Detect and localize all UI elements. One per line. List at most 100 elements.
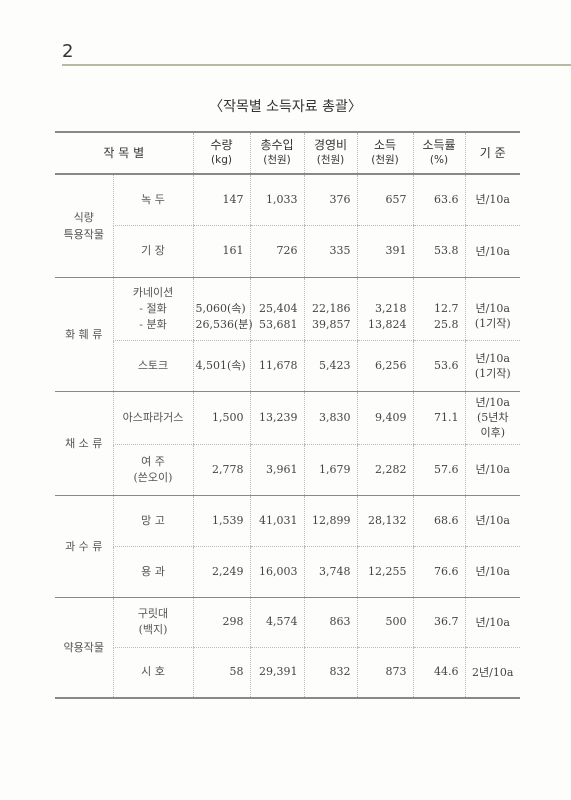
table-row: 약용작물 구릿대 (백지) 298 4,574 863 500 36.7 년/10a <box>55 597 520 699</box>
basis-value: 이후) <box>480 426 506 439</box>
income-cell: 873 <box>356 647 413 699</box>
revenue-value: 726 <box>276 244 298 257</box>
crop-name-cell: 용 과 <box>112 546 193 598</box>
basis-cell: 년/10a (1기작) <box>464 277 520 341</box>
cost-value: 1,679 <box>319 462 351 476</box>
income-rate-value: 53.8 <box>434 244 459 257</box>
basis-cell: 2년/10a <box>464 647 520 699</box>
revenue-value: 4,574 <box>266 615 298 628</box>
revenue-cell: 11,678 <box>249 340 304 392</box>
basis-cell: 년/10a <box>464 444 520 496</box>
cost-cell: 3,748 <box>303 546 357 598</box>
basis-value: (5년차 <box>476 411 509 424</box>
crop-name: - 분화 <box>139 317 167 331</box>
income-rate-cell: 76.6 <box>412 546 465 598</box>
income-cell: 500 <box>356 597 413 648</box>
category-cell: 화 훼 류 <box>55 277 113 392</box>
cost-value: 3,830 <box>319 410 351 424</box>
cost-cell: 12,899 <box>303 495 357 547</box>
income-value: 3,218 <box>375 301 407 315</box>
revenue-value: 3,961 <box>266 462 298 476</box>
crop-name: 망 고 <box>141 513 165 527</box>
table-title: 〈작목별 소득자료 총괄〉 <box>209 99 362 115</box>
basis-value <box>468 286 519 301</box>
cost-value: 5,423 <box>319 358 351 372</box>
revenue-value <box>253 285 298 301</box>
category-label: 식량 <box>73 210 94 224</box>
income-value: 12,255 <box>368 564 407 578</box>
quantity-value: 2,249 <box>212 564 244 578</box>
category-cell: 약용작물 <box>55 597 113 699</box>
crop-name-cell: 기 장 <box>112 225 193 278</box>
category-label: 과 수 류 <box>65 539 103 553</box>
income-rate-value: 25.8 <box>434 317 459 331</box>
crop-name: 용 과 <box>141 564 165 578</box>
cost-value: 22,186 <box>312 301 351 315</box>
crop-name: 스토크 <box>137 358 169 372</box>
table-row: 여 주 (쓴오이) 2,778 3,961 1,679 2,282 57.6 년/10a <box>55 444 520 496</box>
quantity-cell: 147 <box>192 174 250 226</box>
cost-cell: 863 <box>303 597 357 648</box>
income-rate-value: 63.6 <box>434 192 459 206</box>
table-row: 채 소 류 아스파라거스 1,500 13,239 3,830 9,409 71.1 년/10… <box>55 391 520 496</box>
revenue-value: 29,391 <box>259 665 298 679</box>
basis-value: 2년/10a <box>472 665 514 679</box>
cost-cell: 1,679 <box>303 444 357 496</box>
cost-value: 39,857 <box>312 317 351 331</box>
revenue-value: 16,003 <box>259 564 298 578</box>
crop-name: 아스파라거스 <box>122 410 184 424</box>
basis-cell: 년/10a (5년차 이후) <box>464 391 520 445</box>
income-value: 2,282 <box>375 462 407 476</box>
table-row: 화 훼 류 카네이션 - 절화 - 분화 5,060(속) 26,536(분) 25,4… <box>55 277 520 392</box>
quantity-value: 58 <box>229 665 244 679</box>
crop-name: 여 주 <box>141 454 165 468</box>
quantity-value: 5,060(속) <box>195 301 246 315</box>
basis-value: 년/10a <box>475 463 510 476</box>
income-rate-value: 76.6 <box>434 564 459 578</box>
basis-value: 년/10a <box>475 514 510 527</box>
income-cell: 6,256 <box>356 340 413 392</box>
cost-value: 376 <box>329 192 351 206</box>
cost-value: 832 <box>329 665 351 679</box>
quantity-cell: 4,501(속) <box>192 340 250 392</box>
revenue-cell: 1,033 <box>249 174 304 226</box>
cost-cell: 832 <box>303 647 357 699</box>
quantity-value <box>196 285 244 301</box>
income-rate-value: 12.7 <box>434 301 459 315</box>
header-quantity: 수량 (kg) <box>192 131 250 175</box>
revenue-cell: 16,003 <box>249 546 304 598</box>
header-income-rate: 소득률 (%) <box>412 131 465 175</box>
header-basis: 기 준 <box>464 131 520 175</box>
income-rate-cell: 53.8 <box>412 225 465 278</box>
income-value: 6,256 <box>375 358 407 372</box>
income-cell: 12,255 <box>356 546 413 598</box>
category-cell: 채 소 류 <box>55 391 113 496</box>
crop-name: 카네이션 <box>132 285 174 299</box>
quantity-cell: 5,060(속) 26,536(분) <box>192 277 253 341</box>
quantity-value: 1,500 <box>212 410 244 424</box>
cost-cell: 376 <box>303 174 357 226</box>
quantity-value: 1,539 <box>212 513 244 527</box>
basis-value: 년/10a <box>475 302 510 315</box>
revenue-value: 53,681 <box>259 317 298 331</box>
quantity-cell: 2,249 <box>192 546 250 598</box>
income-rate-value: 44.6 <box>434 665 459 679</box>
income-rate-value: 71.1 <box>434 410 459 424</box>
revenue-value: 25,404 <box>259 301 298 315</box>
income-rate-cell: 36.7 <box>412 597 465 648</box>
table-row: 과 수 류 망 고 1,539 41,031 12,899 28,132 68.6 년/10a <box>55 495 520 598</box>
income-rate-value <box>416 285 459 301</box>
income-rate-cell: 68.6 <box>412 495 465 547</box>
income-rate-cell: 57.6 <box>412 444 465 496</box>
category-label: 특용작물 <box>63 227 104 241</box>
revenue-cell: 3,961 <box>249 444 304 496</box>
income-value: 9,409 <box>375 410 407 424</box>
quantity-value: 26,536(분) <box>195 317 253 331</box>
crop-name: (쓴오이) <box>133 470 173 484</box>
income-cell: 657 <box>356 174 413 226</box>
cost-value: 12,899 <box>312 513 351 527</box>
basis-cell: 년/10a <box>464 225 520 278</box>
basis-cell: 년/10a <box>464 174 520 226</box>
income-cell: 9,409 <box>356 391 413 445</box>
cost-cell: 5,423 <box>303 340 357 392</box>
